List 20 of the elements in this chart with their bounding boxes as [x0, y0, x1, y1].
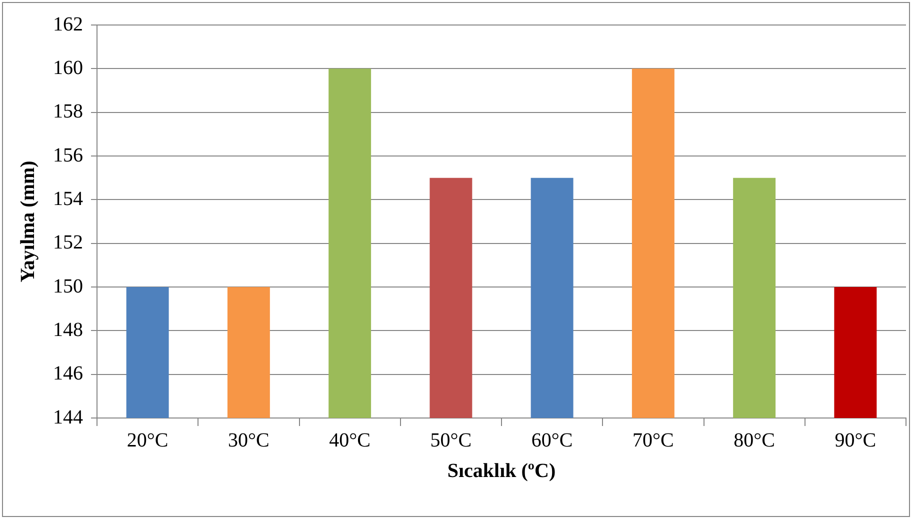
y-tick-label: 144 [53, 406, 83, 428]
y-tick-label: 162 [53, 13, 83, 36]
y-tick-label: 156 [53, 144, 83, 166]
y-tick-label: 150 [53, 275, 83, 298]
x-tick-label: 60°C [531, 429, 573, 452]
x-axis-title: Sıcaklık (ºC) [447, 460, 556, 482]
y-tick-label: 148 [53, 318, 83, 341]
x-tick-label: 20°C [126, 429, 168, 452]
x-tick-label: 80°C [734, 429, 775, 452]
x-tick-label: 30°C [228, 429, 270, 452]
y-tick-label: 154 [53, 188, 83, 210]
y-axis-title: Yayılma (mm) [17, 160, 40, 282]
x-tick-label: 40°C [329, 429, 370, 452]
y-tick-label: 152 [53, 232, 83, 254]
y-tick-label: 158 [53, 100, 83, 123]
x-tick-label: 50°C [430, 429, 472, 452]
y-tick-label: 146 [53, 362, 83, 385]
y-tick-label: 160 [53, 56, 83, 79]
x-tick-label: 90°C [834, 429, 876, 452]
x-tick-label: 70°C [632, 429, 674, 452]
